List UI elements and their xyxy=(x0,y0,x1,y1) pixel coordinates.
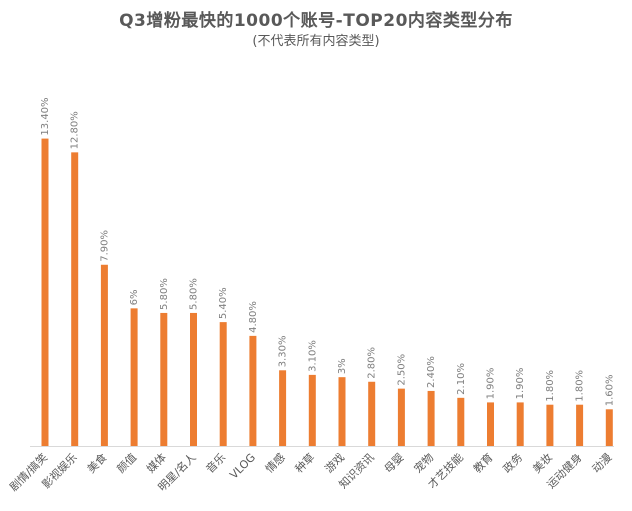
category-label-5: 媒体 xyxy=(143,450,168,475)
bar-11 xyxy=(338,377,346,446)
category-label-9: 情感 xyxy=(263,451,288,476)
data-label-15: 2.10% xyxy=(456,363,467,395)
category-label-16: 教育 xyxy=(470,450,495,475)
bar-13 xyxy=(397,388,405,446)
data-label-3: 7.90% xyxy=(99,230,110,262)
category-label-20: 动漫 xyxy=(589,450,614,475)
category-label-8: VLOG xyxy=(227,451,258,482)
bar-16 xyxy=(487,402,494,446)
bar-17 xyxy=(516,402,524,446)
data-label-5: 5.80% xyxy=(159,278,170,310)
data-label-8: 4.80% xyxy=(248,301,259,333)
data-label-16: 1.90% xyxy=(486,368,497,400)
bar-1 xyxy=(41,138,49,446)
bar-3 xyxy=(100,264,108,446)
category-label-11: 游戏 xyxy=(322,451,347,476)
category-label-18: 美妆 xyxy=(530,451,555,476)
data-label-14: 2.40% xyxy=(426,356,437,388)
bar-19 xyxy=(576,404,584,446)
category-label-10: 种草 xyxy=(292,450,317,475)
category-label-13: 母婴 xyxy=(382,451,407,476)
category-label-7: 音乐 xyxy=(203,450,228,475)
chart-subtitle: (不代表所有内容类型) xyxy=(252,34,380,49)
data-label-9: 3.30% xyxy=(278,336,289,368)
bar-6 xyxy=(190,312,197,446)
data-label-7: 5.40% xyxy=(218,287,229,319)
data-label-10: 3.10% xyxy=(307,340,318,372)
data-label-11: 3% xyxy=(337,358,348,374)
bar-9 xyxy=(279,370,287,446)
data-label-1: 13.40% xyxy=(40,97,51,135)
bar-4 xyxy=(130,308,138,446)
bar-10 xyxy=(308,374,316,446)
bar-14 xyxy=(427,390,435,446)
category-label-3: 美食 xyxy=(84,450,109,475)
category-label-4: 颜值 xyxy=(114,451,139,476)
chart-title: Q3增粉最快的1000个账号-TOP20内容类型分布 xyxy=(119,11,513,31)
bar-8 xyxy=(249,335,257,446)
data-label-20: 1.60% xyxy=(604,375,615,407)
data-label-13: 2.50% xyxy=(396,354,407,386)
data-label-12: 2.80% xyxy=(367,347,378,379)
bar-15 xyxy=(457,397,465,446)
data-label-2: 12.80% xyxy=(70,111,81,149)
bar-5 xyxy=(160,312,168,446)
data-label-18: 1.80% xyxy=(545,370,556,402)
bar-7 xyxy=(219,322,227,446)
category-label-17: 政务 xyxy=(500,450,525,475)
bar-20 xyxy=(605,409,613,446)
category-label-14: 宠物 xyxy=(411,450,436,475)
data-label-17: 1.90% xyxy=(515,368,526,400)
bar-2 xyxy=(71,152,79,446)
data-label-4: 6% xyxy=(129,289,140,305)
data-label-19: 1.80% xyxy=(575,370,586,402)
bar-12 xyxy=(368,381,376,446)
data-label-6: 5.80% xyxy=(189,278,200,310)
bar-18 xyxy=(546,404,554,446)
